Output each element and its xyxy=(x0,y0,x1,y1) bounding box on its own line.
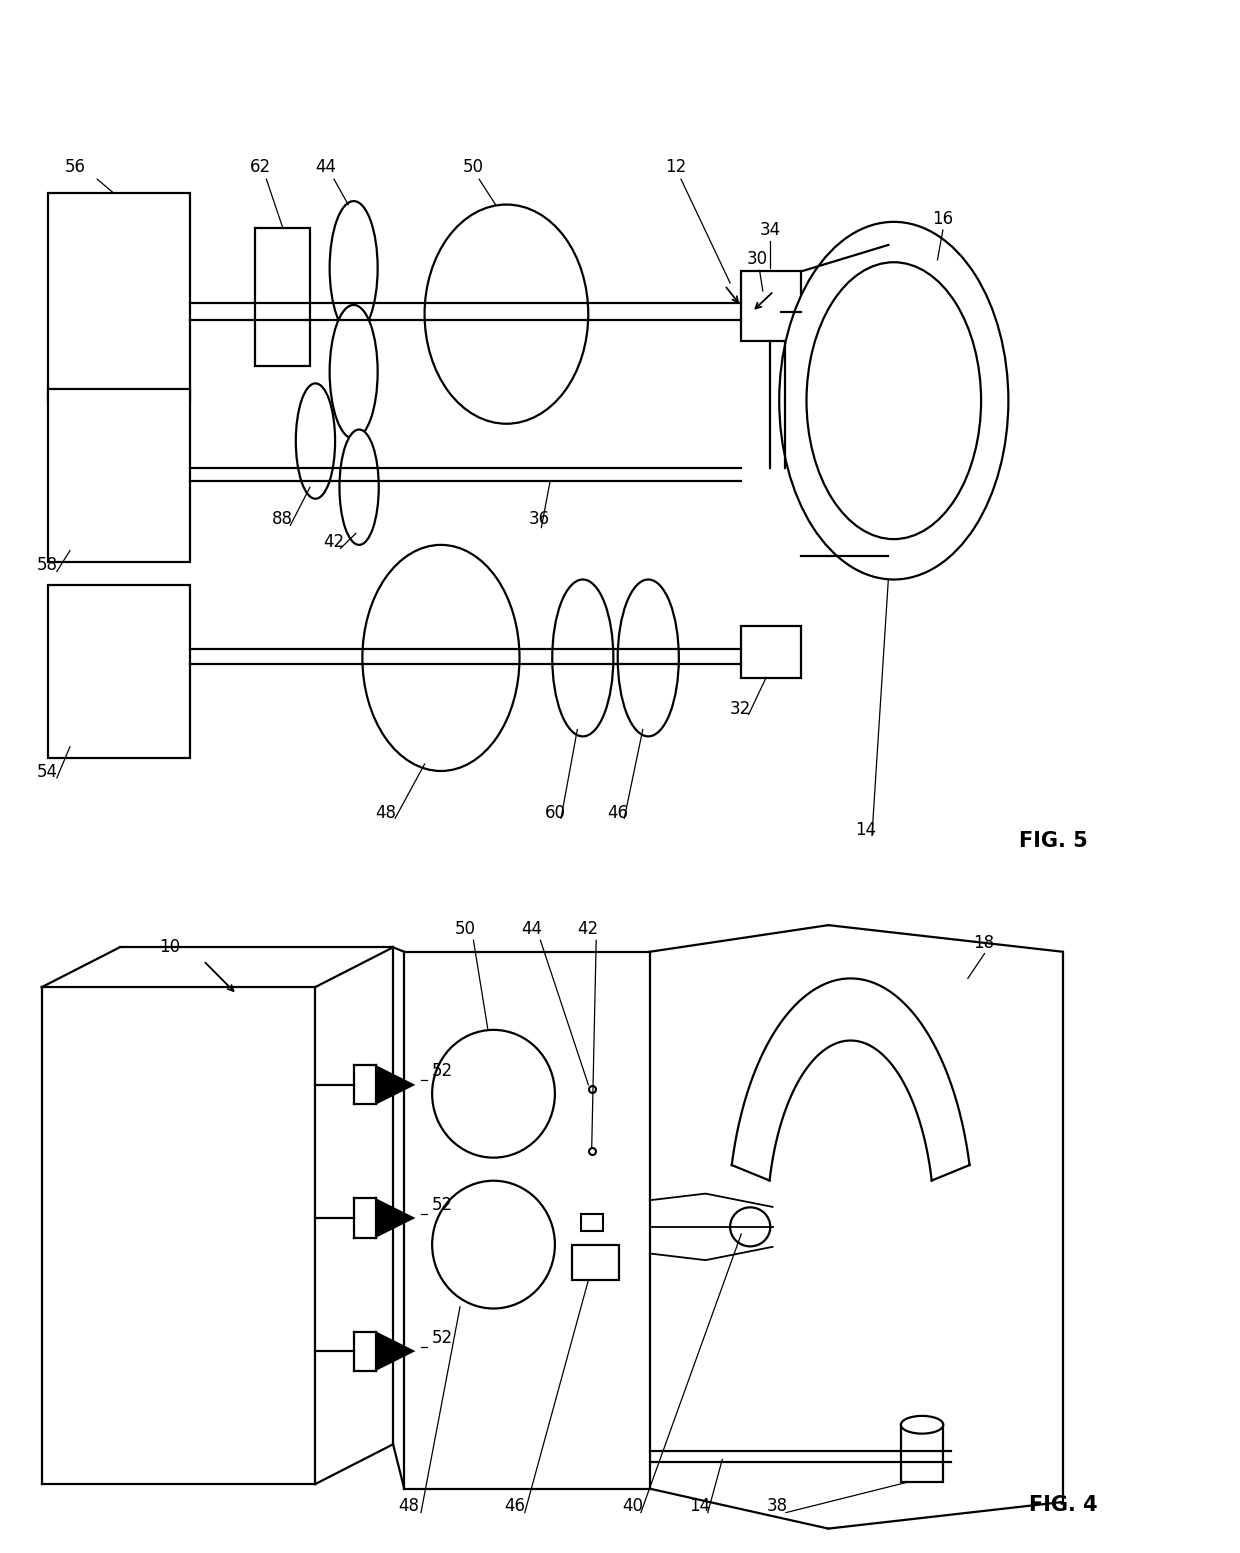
Text: 40: 40 xyxy=(622,1497,642,1516)
Polygon shape xyxy=(377,1065,415,1104)
Ellipse shape xyxy=(424,205,588,424)
Text: 48: 48 xyxy=(376,804,397,822)
Bar xyxy=(48,390,190,562)
Text: 18: 18 xyxy=(973,933,994,952)
Ellipse shape xyxy=(730,1207,770,1247)
Text: 38: 38 xyxy=(766,1497,789,1516)
Ellipse shape xyxy=(779,222,1008,579)
Ellipse shape xyxy=(618,579,678,736)
Bar xyxy=(580,1213,603,1232)
Text: 48: 48 xyxy=(399,1497,419,1516)
Text: 32: 32 xyxy=(730,700,751,717)
Text: 88: 88 xyxy=(272,509,293,528)
Text: 12: 12 xyxy=(665,158,686,175)
Ellipse shape xyxy=(296,384,335,499)
Text: 62: 62 xyxy=(250,158,272,175)
Bar xyxy=(572,1244,619,1280)
Bar xyxy=(48,193,190,401)
Text: 16: 16 xyxy=(932,210,954,228)
Text: 10: 10 xyxy=(159,938,180,957)
Text: FIG. 5: FIG. 5 xyxy=(1019,831,1087,851)
Ellipse shape xyxy=(900,1416,944,1433)
Bar xyxy=(900,1424,944,1483)
Ellipse shape xyxy=(362,545,520,770)
Text: 14: 14 xyxy=(689,1497,711,1516)
Text: 52: 52 xyxy=(433,1329,454,1346)
Text: 46: 46 xyxy=(505,1497,526,1516)
Text: 60: 60 xyxy=(544,804,565,822)
Text: 14: 14 xyxy=(856,822,877,839)
Text: 52: 52 xyxy=(433,1196,454,1213)
Ellipse shape xyxy=(330,304,378,439)
Text: 58: 58 xyxy=(37,556,58,573)
Bar xyxy=(742,272,801,340)
Text: 42: 42 xyxy=(578,921,599,938)
Ellipse shape xyxy=(433,1180,556,1309)
Polygon shape xyxy=(377,1331,415,1371)
Text: 34: 34 xyxy=(760,221,781,239)
Text: 52: 52 xyxy=(433,1062,454,1081)
Text: 42: 42 xyxy=(324,533,345,551)
Text: 50: 50 xyxy=(463,158,484,175)
Text: 44: 44 xyxy=(522,921,542,938)
Text: FIG. 4: FIG. 4 xyxy=(1029,1496,1097,1516)
Text: 30: 30 xyxy=(746,250,768,269)
Text: 46: 46 xyxy=(606,804,627,822)
Bar xyxy=(255,228,310,367)
Text: 54: 54 xyxy=(37,764,58,781)
Text: 36: 36 xyxy=(528,509,549,528)
Text: 50: 50 xyxy=(455,921,475,938)
Polygon shape xyxy=(377,1199,415,1238)
Bar xyxy=(742,626,801,677)
Ellipse shape xyxy=(433,1030,556,1157)
Ellipse shape xyxy=(330,200,378,335)
Ellipse shape xyxy=(552,579,614,736)
Text: 56: 56 xyxy=(64,158,86,175)
Text: 44: 44 xyxy=(315,158,336,175)
Bar xyxy=(48,585,190,758)
Ellipse shape xyxy=(340,430,378,545)
Ellipse shape xyxy=(806,262,981,539)
